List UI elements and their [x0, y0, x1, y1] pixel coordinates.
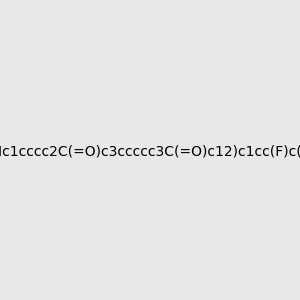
Text: O=C(Nc1cccc2C(=O)c3ccccc3C(=O)c12)c1cc(F)c(F)cc1Cl: O=C(Nc1cccc2C(=O)c3ccccc3C(=O)c12)c1cc(F… [0, 145, 300, 158]
